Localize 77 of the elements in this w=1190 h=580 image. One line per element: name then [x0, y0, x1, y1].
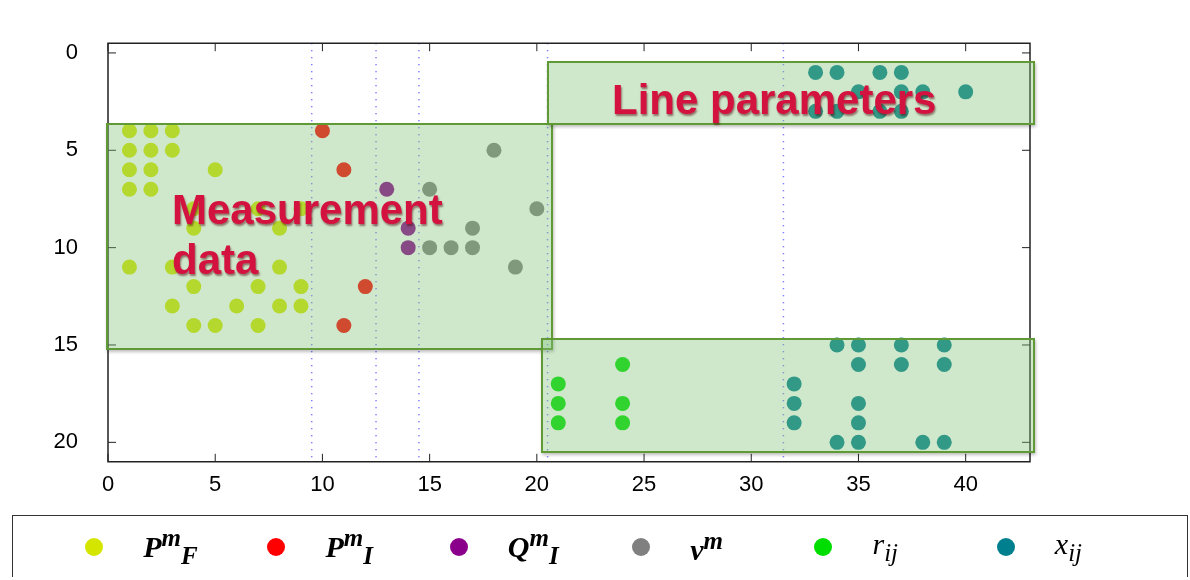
x-tick-label: 15: [417, 471, 442, 497]
x-tick-label: 0: [101, 471, 115, 497]
point: [465, 240, 481, 256]
point: [529, 201, 545, 217]
point: [893, 337, 909, 353]
annotation: Line parameters: [612, 75, 938, 126]
point: [443, 240, 459, 256]
point: [850, 434, 866, 450]
point: [121, 142, 137, 158]
point: [550, 415, 566, 431]
legend-label: x$_{ij}$: [1054, 526, 1084, 567]
point: [186, 279, 202, 295]
legend-label: v$^{m}$: [690, 526, 724, 567]
point: [829, 337, 845, 353]
point: [207, 318, 223, 334]
point: [293, 298, 309, 314]
point: [143, 142, 159, 158]
x-tick-label: 35: [846, 471, 871, 497]
x-tick-label: 10: [310, 471, 335, 497]
point: [186, 318, 202, 334]
point: [936, 337, 952, 353]
point: [486, 142, 502, 158]
point: [229, 298, 245, 314]
point: [786, 395, 802, 411]
point: [400, 240, 416, 256]
y-tick-label: 10: [53, 233, 78, 259]
point: [893, 64, 909, 80]
annotation: Measurement data: [172, 184, 444, 285]
point: [786, 415, 802, 431]
y-tick-label: 0: [65, 39, 78, 64]
x-tick-label: 5: [209, 471, 222, 497]
y-tick-label: 15: [53, 331, 78, 357]
point: [829, 434, 845, 450]
point: [958, 84, 974, 100]
point: [250, 279, 266, 295]
point: [121, 259, 137, 275]
point: [164, 142, 180, 158]
point: [936, 356, 952, 372]
point: [550, 376, 566, 392]
point: [872, 64, 888, 80]
point: [915, 434, 931, 450]
point: [808, 64, 824, 80]
y-tick-label: 20: [53, 428, 78, 454]
x-tick-label: 20: [524, 471, 550, 497]
point: [143, 162, 159, 178]
point: [829, 64, 845, 80]
point: [465, 220, 481, 236]
point: [850, 356, 866, 372]
point: [293, 279, 309, 295]
point: [615, 395, 631, 411]
point: [850, 337, 866, 353]
x-tick-label: 30: [739, 471, 764, 497]
point: [207, 162, 223, 178]
y-tick-label: 5: [65, 136, 78, 162]
point: [250, 318, 266, 334]
point: [615, 356, 631, 372]
legend-label: r$_{ij}$: [872, 526, 900, 567]
point: [357, 279, 373, 295]
point: [143, 181, 159, 197]
point: [615, 415, 631, 431]
point: [893, 356, 909, 372]
point: [336, 162, 352, 178]
point: [936, 434, 952, 450]
point: [336, 318, 352, 334]
point: [121, 162, 137, 178]
x-tick-label: 40: [953, 471, 978, 497]
point: [164, 298, 180, 314]
point: [422, 240, 438, 256]
point: [850, 415, 866, 431]
point: [786, 376, 802, 392]
point: [507, 259, 523, 275]
point: [272, 259, 288, 275]
point: [121, 181, 137, 197]
point: [550, 395, 566, 411]
point: [850, 395, 866, 411]
x-tick-label: 25: [631, 471, 657, 497]
point: [272, 298, 288, 314]
